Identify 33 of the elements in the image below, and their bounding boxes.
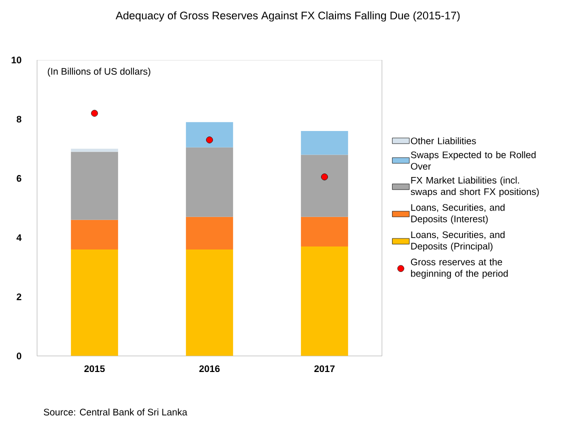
bar <box>300 131 348 155</box>
legend-label: FX Market Liabilities (incl. swaps and short FX positions) <box>410 176 539 197</box>
point <box>91 110 98 117</box>
y-tick-label: 2 <box>16 293 22 300</box>
source-note: Source: Central Bank of Sri Lanka <box>44 408 188 416</box>
legend-label: Gross reserves at the beginning of the period <box>410 258 508 279</box>
legend-label: Loans, Securities, and Deposits (Principal) <box>411 231 505 252</box>
y-tick-label: 8 <box>16 116 22 123</box>
point <box>206 136 213 144</box>
bar <box>70 220 118 250</box>
x-tick-label: 2017 <box>314 365 335 372</box>
bar <box>300 154 348 217</box>
bar <box>186 216 234 250</box>
y-tick-label: 10 <box>12 56 22 64</box>
legend-label: Other Liabilities <box>410 137 476 144</box>
bar <box>300 246 348 356</box>
annotation: (In Billions of US dollars) <box>48 68 150 77</box>
x-tick-label: 2016 <box>199 365 220 372</box>
x-tick-label: 2015 <box>84 365 105 372</box>
bar <box>70 148 118 152</box>
bar <box>300 216 348 246</box>
bar <box>70 152 118 220</box>
y-tick-label: 0 <box>16 352 22 360</box>
bar <box>186 249 234 356</box>
legend-label: Swaps Expected to be Rolled Over <box>410 151 536 170</box>
chart-title: Adequacy of Gross Reserves Against FX Claims Falling Due (2015-17) <box>116 11 460 22</box>
bar <box>70 249 118 356</box>
bar <box>186 122 234 148</box>
point <box>321 174 328 180</box>
bar <box>186 147 234 217</box>
legend-label: Loans, Securities, and Deposits (Interest) <box>411 204 505 224</box>
y-tick-label: 6 <box>16 175 22 182</box>
y-tick-label: 4 <box>16 234 22 241</box>
